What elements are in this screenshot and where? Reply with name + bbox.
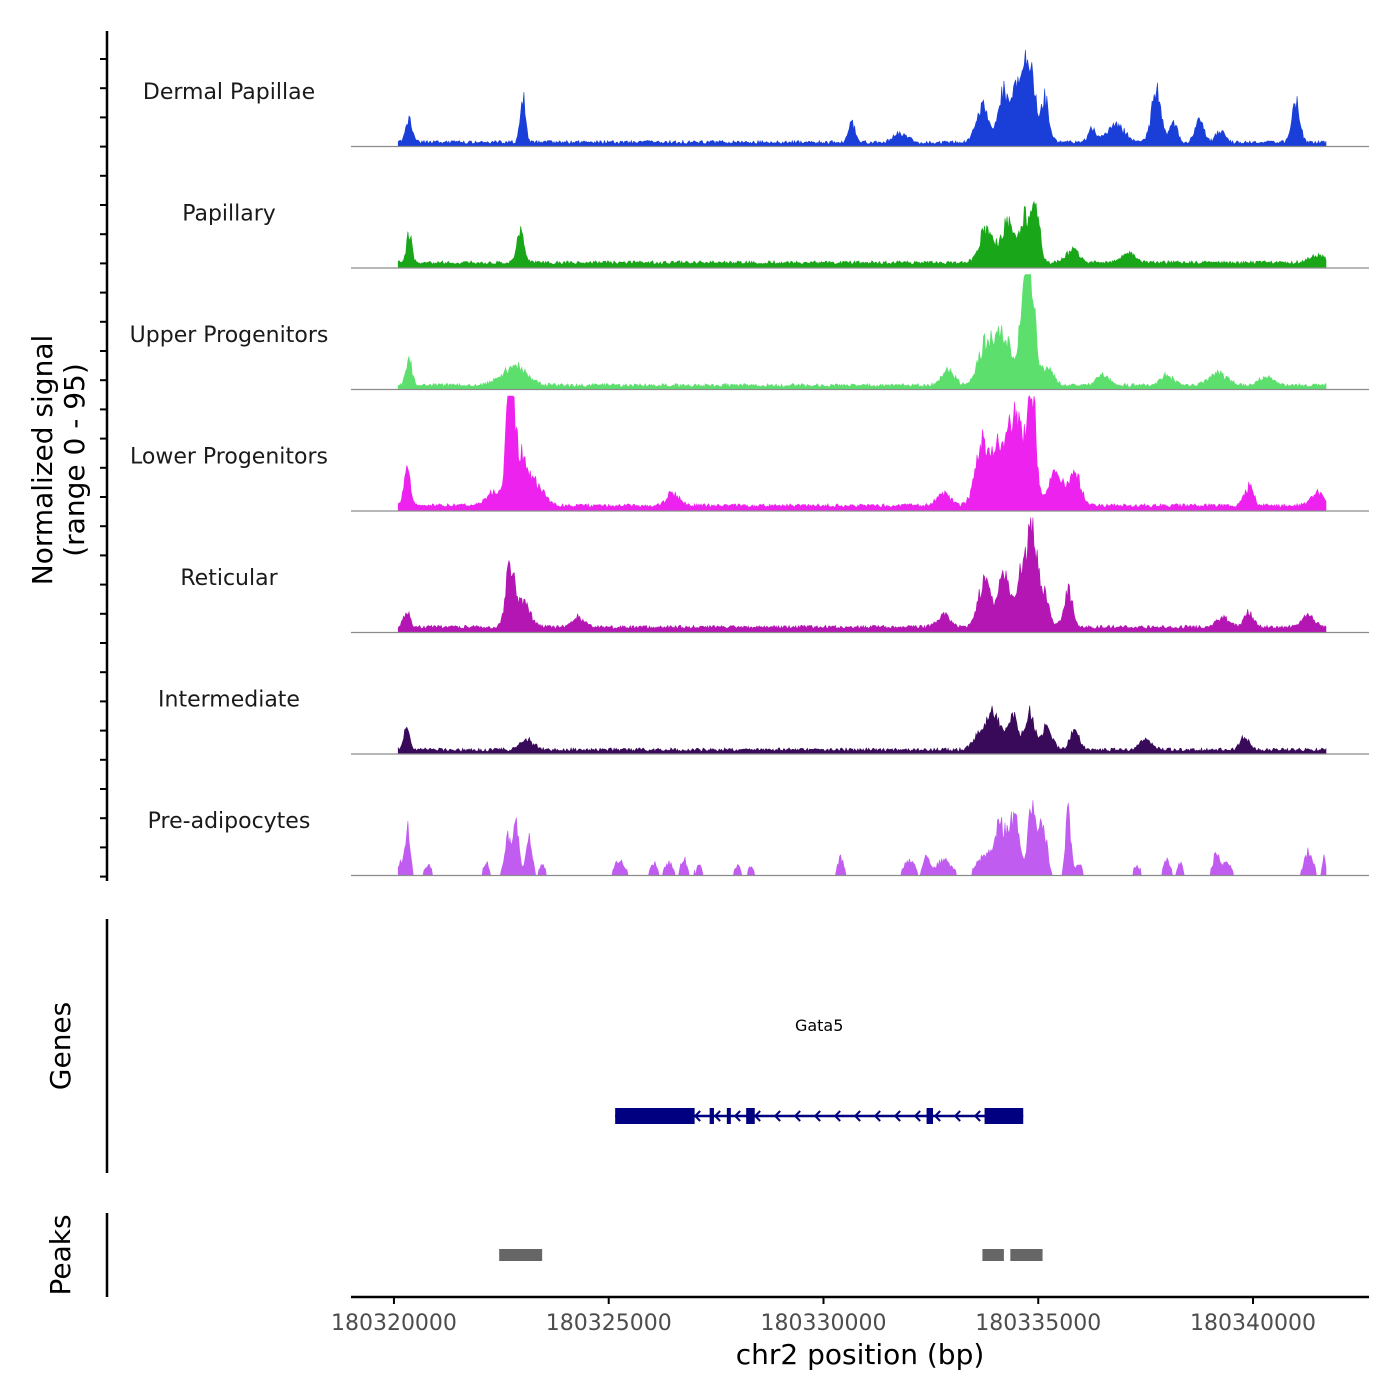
gene-strand-arrow (853, 1110, 861, 1122)
gene-strand-arrow (973, 1110, 981, 1122)
track-label: Lower Progenitors (130, 445, 328, 470)
gene-strand-arrow (953, 1110, 961, 1122)
peak-region (982, 1249, 1004, 1261)
peaks-track (499, 1249, 1043, 1261)
gene-strand-arrow (933, 1110, 941, 1122)
track-label: Pre-adipocytes (148, 809, 311, 834)
signal-y-axis-title-line2: (range 0 - 95) (58, 363, 91, 557)
peak-region (1010, 1249, 1043, 1261)
x-axis-title: chr2 position (bp) (736, 1338, 985, 1371)
signal-y-axis-ticks (100, 58, 107, 878)
coverage-tracks: Dermal Papillae Papillary Upper Progenitor… (130, 49, 1369, 877)
track-upper-progenitors: Upper Progenitors (130, 274, 1369, 391)
signal-area (397, 395, 1327, 512)
gene-exon (746, 1108, 755, 1124)
gene-strand-arrow (773, 1110, 781, 1122)
track-label: Intermediate (158, 688, 300, 713)
x-tick-label: 180325000 (546, 1311, 672, 1336)
signal-area (397, 705, 1327, 755)
gene-strand-arrow (833, 1110, 841, 1122)
signal-area (397, 800, 1327, 876)
x-tick-label: 180335000 (975, 1311, 1101, 1336)
peaks-panel-label: Peaks (44, 1214, 77, 1295)
track-label: Dermal Papillae (143, 80, 315, 105)
gene-exon (615, 1108, 695, 1124)
signal-area (397, 200, 1327, 269)
gene-strand-arrow (733, 1110, 741, 1122)
track-reticular: Reticular (180, 517, 1369, 634)
track-pre-adipocytes: Pre-adipocytes (148, 800, 1369, 877)
gene-strand-arrow (793, 1110, 801, 1122)
gene-strand-arrow (753, 1110, 761, 1122)
x-tick-label: 180340000 (1190, 1311, 1316, 1336)
signal-area (397, 517, 1327, 633)
track-label: Papillary (182, 202, 276, 227)
gene-strand-arrow (693, 1110, 701, 1122)
signal-y-axis-title-line1: Normalized signal (26, 335, 59, 586)
track-label: Upper Progenitors (130, 323, 329, 348)
gene-exon (926, 1108, 934, 1124)
gene-exon (984, 1108, 1024, 1124)
peak-region (499, 1249, 543, 1261)
track-papillary: Papillary (182, 200, 1369, 269)
gene-strand-arrow (913, 1110, 921, 1122)
track-intermediate: Intermediate (158, 688, 1369, 755)
x-axis-ticks: 180320000 180325000 180330000 180335000 1803… (331, 1297, 1316, 1336)
gene-strand-arrow (813, 1110, 821, 1122)
x-tick-label: 180330000 (760, 1311, 886, 1336)
track-lower-progenitors: Lower Progenitors (130, 395, 1369, 512)
track-dermal-papillae: Dermal Papillae (143, 49, 1369, 148)
genes-panel-label: Genes (44, 1002, 77, 1090)
gene-strand-arrow (713, 1110, 721, 1122)
x-tick-label: 180320000 (331, 1311, 457, 1336)
signal-area (397, 274, 1327, 390)
signal-area (397, 49, 1327, 147)
gene-exon (709, 1108, 714, 1124)
track-label: Reticular (180, 566, 278, 591)
gene-exon (726, 1108, 731, 1124)
gene-label: Gata5 (795, 1016, 843, 1035)
gene-strand-arrow (873, 1110, 881, 1122)
gene-strand-arrow (893, 1110, 901, 1122)
gene-model: Gata5 (615, 1016, 1024, 1124)
